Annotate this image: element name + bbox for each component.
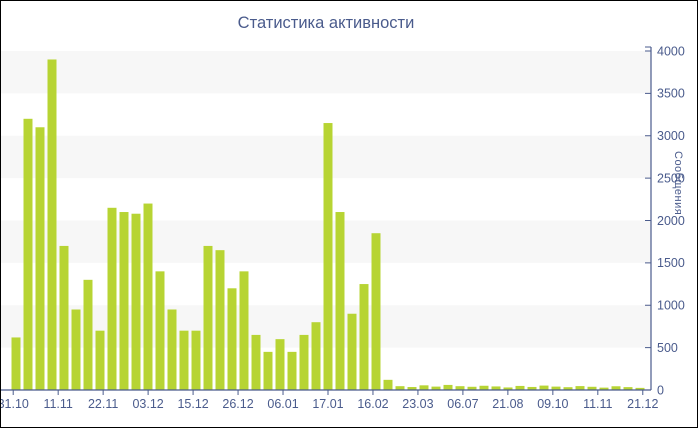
svg-text:4000: 4000 [657, 44, 685, 58]
svg-text:0: 0 [657, 383, 664, 397]
svg-text:21.08: 21.08 [492, 397, 523, 411]
svg-text:23.03: 23.03 [402, 397, 433, 411]
svg-text:3000: 3000 [657, 129, 685, 143]
svg-text:2000: 2000 [657, 214, 685, 228]
svg-text:1000: 1000 [657, 299, 685, 313]
svg-text:21.12: 21.12 [627, 397, 658, 411]
svg-text:11.11: 11.11 [43, 397, 72, 411]
svg-text:16.02: 16.02 [357, 397, 388, 411]
svg-text:31.10: 31.10 [1, 397, 29, 411]
svg-text:17.01: 17.01 [312, 397, 343, 411]
svg-text:3500: 3500 [657, 87, 685, 101]
svg-text:06.07: 06.07 [447, 397, 478, 411]
svg-text:22.11: 22.11 [88, 397, 118, 411]
svg-text:15.12: 15.12 [177, 397, 208, 411]
svg-text:11.11: 11.11 [583, 397, 612, 411]
svg-text:09.10: 09.10 [537, 397, 568, 411]
svg-text:26.12: 26.12 [222, 397, 253, 411]
svg-text:1500: 1500 [657, 256, 685, 270]
svg-text:03.12: 03.12 [132, 397, 163, 411]
svg-text:500: 500 [657, 341, 678, 355]
svg-text:06.01: 06.01 [267, 397, 298, 411]
